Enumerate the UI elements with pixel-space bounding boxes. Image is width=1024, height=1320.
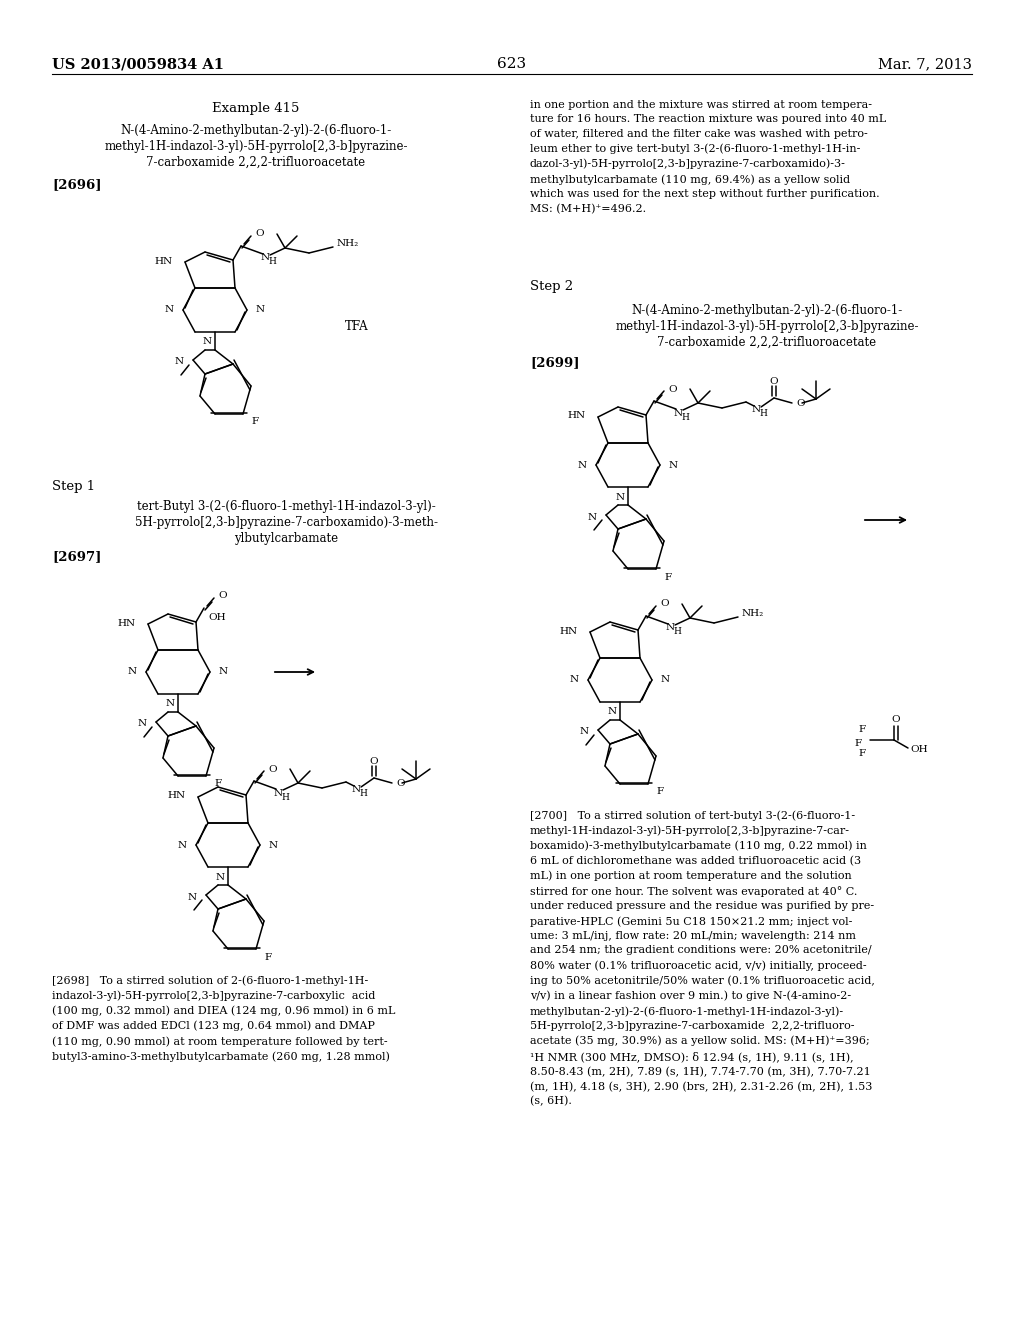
Text: N: N [166, 700, 174, 709]
Text: in one portion and the mixture was stirred at room tempera-
ture for 16 hours. T: in one portion and the mixture was stirr… [530, 100, 886, 214]
Text: F: F [264, 953, 271, 961]
Text: NH₂: NH₂ [337, 239, 359, 248]
Text: N: N [570, 676, 579, 685]
Text: [2700]   To a stirred solution of tert-butyl 3-(2-(6-fluoro-1-
methyl-1H-indazol: [2700] To a stirred solution of tert-but… [530, 810, 874, 1106]
Text: O: O [770, 376, 778, 385]
Text: O: O [370, 756, 378, 766]
Text: 5H-pyrrolo[2,3-b]pyrazine-7-carboxamido)-3-meth-: 5H-pyrrolo[2,3-b]pyrazine-7-carboxamido)… [134, 516, 437, 529]
Text: Example 415: Example 415 [212, 102, 300, 115]
Text: HN: HN [568, 412, 586, 421]
Text: N: N [175, 358, 184, 367]
Text: F: F [859, 750, 866, 759]
Text: Step 1: Step 1 [52, 480, 95, 492]
Text: N: N [128, 668, 137, 676]
Text: O: O [255, 230, 263, 239]
Text: OH: OH [208, 614, 225, 623]
Text: N: N [588, 512, 597, 521]
Text: N: N [219, 668, 228, 676]
Text: N: N [351, 785, 360, 795]
Text: Step 2: Step 2 [530, 280, 573, 293]
Text: [2699]: [2699] [530, 356, 580, 370]
Text: N: N [165, 305, 174, 314]
Text: N: N [752, 405, 761, 414]
Text: TFA: TFA [345, 319, 369, 333]
Text: N: N [260, 253, 269, 263]
Text: [2697]: [2697] [52, 550, 101, 564]
Text: N: N [607, 708, 616, 717]
Text: N: N [215, 873, 224, 882]
Text: methyl-1H-indazol-3-yl)-5H-pyrrolo[2,3-b]pyrazine-: methyl-1H-indazol-3-yl)-5H-pyrrolo[2,3-b… [104, 140, 408, 153]
Text: N: N [662, 676, 670, 685]
Text: HN: HN [560, 627, 578, 635]
Text: tert-Butyl 3-(2-(6-fluoro-1-methyl-1H-indazol-3-yl)-: tert-Butyl 3-(2-(6-fluoro-1-methyl-1H-in… [136, 500, 435, 513]
Text: O: O [396, 780, 404, 788]
Text: O: O [892, 715, 900, 725]
Text: F: F [859, 726, 866, 734]
Text: F: F [664, 573, 671, 582]
Text: N: N [666, 623, 675, 632]
Text: F: F [656, 788, 664, 796]
Text: N: N [578, 461, 587, 470]
Text: HN: HN [155, 256, 173, 265]
Text: NH₂: NH₂ [742, 609, 764, 618]
Text: F: F [855, 739, 862, 748]
Text: [2696]: [2696] [52, 178, 101, 191]
Text: N-(4-Amino-2-methylbutan-2-yl)-2-(6-fluoro-1-: N-(4-Amino-2-methylbutan-2-yl)-2-(6-fluo… [632, 304, 902, 317]
Text: O: O [660, 599, 669, 609]
Text: H: H [281, 792, 289, 801]
Text: N: N [203, 338, 212, 346]
Text: N: N [615, 492, 625, 502]
Text: [2698]   To a stirred solution of 2-(6-fluoro-1-methyl-1H-
indazol-3-yl)-5H-pyrr: [2698] To a stirred solution of 2-(6-flu… [52, 975, 395, 1061]
Text: F: F [214, 780, 221, 788]
Text: N: N [580, 727, 589, 737]
Text: HN: HN [118, 619, 136, 627]
Text: H: H [759, 409, 767, 418]
Text: N: N [187, 892, 197, 902]
Text: N: N [138, 719, 147, 729]
Text: H: H [681, 412, 689, 421]
Text: H: H [359, 789, 367, 799]
Text: O: O [218, 591, 226, 601]
Text: N: N [273, 788, 283, 797]
Text: 623: 623 [498, 57, 526, 71]
Text: HN: HN [168, 792, 186, 800]
Text: N: N [269, 841, 279, 850]
Text: Mar. 7, 2013: Mar. 7, 2013 [878, 57, 972, 71]
Text: O: O [668, 384, 677, 393]
Text: F: F [251, 417, 258, 426]
Text: O: O [268, 764, 276, 774]
Text: N: N [256, 305, 265, 314]
Text: methyl-1H-indazol-3-yl)-5H-pyrrolo[2,3-b]pyrazine-: methyl-1H-indazol-3-yl)-5H-pyrrolo[2,3-b… [615, 319, 919, 333]
Text: O: O [796, 400, 805, 408]
Text: OH: OH [910, 746, 928, 755]
Text: 7-carboxamide 2,2,2-trifluoroacetate: 7-carboxamide 2,2,2-trifluoroacetate [657, 337, 877, 348]
Text: H: H [268, 257, 275, 267]
Text: N: N [674, 408, 683, 417]
Text: 7-carboxamide 2,2,2-trifluoroacetate: 7-carboxamide 2,2,2-trifluoroacetate [146, 156, 366, 169]
Text: N: N [178, 841, 187, 850]
Text: ylbutylcarbamate: ylbutylcarbamate [233, 532, 338, 545]
Text: US 2013/0059834 A1: US 2013/0059834 A1 [52, 57, 224, 71]
Text: N: N [669, 461, 678, 470]
Text: N-(4-Amino-2-methylbutan-2-yl)-2-(6-fluoro-1-: N-(4-Amino-2-methylbutan-2-yl)-2-(6-fluo… [121, 124, 391, 137]
Text: H: H [673, 627, 681, 636]
